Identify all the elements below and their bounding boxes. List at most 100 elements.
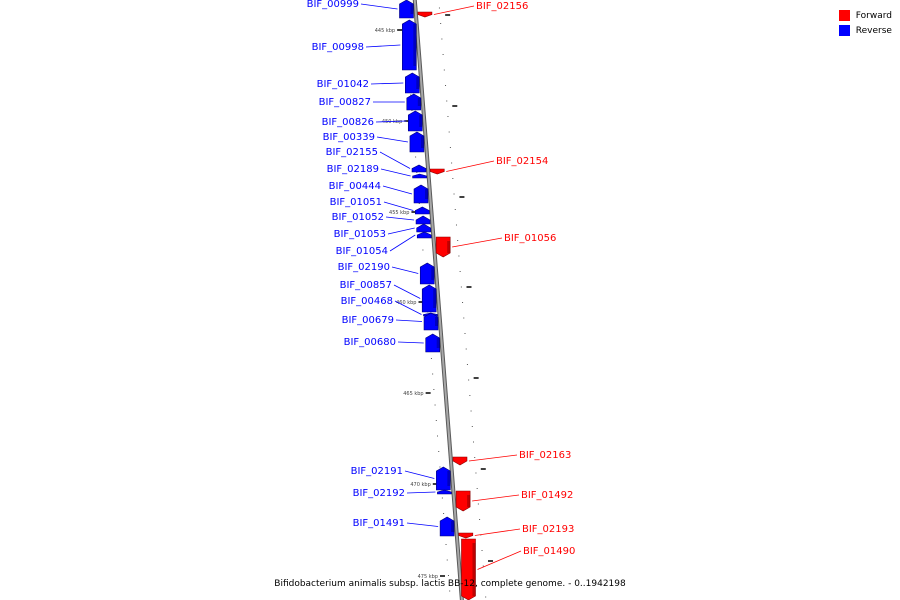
gene-label-bif_02190: BIF_02190 — [338, 262, 390, 273]
gene-bif_00999 — [399, 0, 414, 19]
gene-label-bif_01052: BIF_01052 — [332, 212, 384, 223]
gene-bif_02163 — [452, 456, 468, 466]
gene-label-bif_01042: BIF_01042 — [317, 79, 369, 90]
gene-leader-bif_01054 — [389, 234, 416, 252]
gene-bif_02154 — [429, 168, 445, 175]
gene-shade-bif_01490 — [472, 543, 476, 596]
gene-label-bif_01056: BIF_01056 — [504, 233, 556, 244]
gene-bif_00339 — [409, 131, 425, 153]
gene-leader-bif_01490 — [477, 550, 522, 570]
gene-shade-bif_01491 — [451, 521, 455, 532]
gene-leader-bif_00999 — [360, 3, 398, 10]
gene-shade-bif_00998 — [413, 24, 417, 66]
gene-leader-bif_02190 — [391, 266, 419, 274]
legend-item-forward: Forward — [838, 8, 892, 23]
gene-label-bif_02156: BIF_02156 — [476, 1, 528, 12]
legend-swatch-forward — [838, 10, 850, 21]
gene-bif_00998 — [402, 19, 417, 71]
gene-leader-bif_02156 — [433, 5, 475, 15]
gene-label-bif_00679: BIF_00679 — [342, 315, 394, 326]
gene-shade-bif_00999 — [410, 4, 414, 14]
gene-leader-bif_02155 — [379, 151, 411, 169]
gene-label-bif_00857: BIF_00857 — [340, 280, 392, 291]
gene-label-bif_00339: BIF_00339 — [323, 132, 375, 143]
gene-shade-bif_00680 — [436, 338, 440, 348]
gene-bif_02190 — [419, 262, 435, 285]
gene-leader-bif_02191 — [404, 470, 435, 479]
gene-bif_02155 — [411, 164, 427, 173]
genome-caption: Bifidobacterium animalis subsp. lactis B… — [274, 579, 626, 589]
gene-shade-bif_00827 — [417, 98, 421, 106]
gene-shade-bif_02190 — [431, 267, 435, 280]
gene-shade-bif_00857 — [433, 289, 437, 308]
gene-label-bif_00998: BIF_00998 — [312, 42, 364, 53]
gene-leader-bif_01042 — [370, 82, 404, 85]
gene-bif_02189 — [412, 173, 427, 179]
gene-leader-bif_02189 — [380, 168, 411, 177]
gene-bif_01051 — [415, 206, 430, 215]
gene-bif_00680 — [425, 333, 441, 353]
gene-shade-bif_00826 — [419, 115, 423, 127]
gene-label-bif_00680: BIF_00680 — [344, 337, 396, 348]
tick-label: 455 kbp — [389, 210, 409, 216]
gene-bif_01491 — [439, 516, 455, 537]
gene-leader-bif_00339 — [376, 136, 408, 143]
gene-label-bif_01051: BIF_01051 — [330, 197, 382, 208]
gene-label-bif_02189: BIF_02189 — [327, 164, 379, 175]
gene-shade-bif_02191 — [447, 471, 451, 486]
gene-shade-bif_00339 — [420, 136, 424, 148]
gene-leader-bif_00857 — [393, 284, 421, 299]
gene-bif_02192 — [437, 489, 452, 495]
gene-label-bif_01491: BIF_01491 — [353, 518, 405, 529]
tick-label: 475 kbp — [418, 574, 438, 580]
gene-bif_01490 — [461, 538, 476, 600]
tick-label: 450 kbp — [382, 119, 402, 125]
gene-label-bif_02191: BIF_02191 — [351, 466, 403, 477]
legend: Forward Reverse — [838, 8, 892, 38]
gene-label-bif_00826: BIF_00826 — [322, 117, 374, 128]
gene-leader-bif_00826 — [375, 120, 407, 123]
gene-label-bif_01492: BIF_01492 — [521, 490, 573, 501]
gene-leader-bif_00680 — [397, 341, 424, 344]
gene-leader-bif_01056 — [452, 237, 503, 248]
gene-label-bif_01490: BIF_01490 — [523, 546, 575, 557]
gene-bif_00857 — [421, 284, 437, 313]
gene-label-bif_01053: BIF_01053 — [334, 229, 386, 240]
tick-label: 445 kbp — [375, 28, 395, 34]
gene-shade-bif_01056 — [447, 241, 451, 253]
gene-bif_01056 — [435, 236, 451, 258]
gene-leader-bif_01491 — [406, 522, 439, 527]
gene-bif_00679 — [423, 312, 439, 331]
gene-bif_01042 — [405, 72, 420, 94]
gene-leader-bif_02193 — [474, 528, 521, 536]
gene-label-bif_02155: BIF_02155 — [326, 147, 378, 158]
gene-leader-bif_01492 — [472, 494, 520, 502]
gene-bif_00444 — [413, 184, 429, 204]
gene-bif_02193 — [458, 532, 474, 539]
gene-leader-bif_02154 — [446, 160, 495, 172]
gene-label-bif_02193: BIF_02193 — [522, 524, 574, 535]
tick-label: 470 kbp — [410, 482, 430, 488]
gene-leader-bif_02192 — [406, 491, 436, 494]
gene-label-bif_01054: BIF_01054 — [336, 246, 388, 257]
legend-label-reverse: Reverse — [855, 25, 892, 36]
gene-leader-bif_01052 — [385, 216, 415, 221]
legend-label-forward: Forward — [855, 10, 892, 21]
tick-label: 465 kbp — [403, 391, 423, 397]
gene-label-bif_00827: BIF_00827 — [319, 97, 371, 108]
gene-bif_01052 — [415, 215, 431, 225]
gene-label-bif_02163: BIF_02163 — [519, 450, 571, 461]
gene-leader-bif_02163 — [468, 454, 518, 462]
gene-label-bif_00999: BIF_00999 — [307, 0, 359, 10]
gene-leader-bif_00998 — [365, 44, 401, 48]
gene-bif_02191 — [436, 466, 451, 491]
genome-backbone — [413, 0, 463, 600]
gene-label-bif_00444: BIF_00444 — [329, 181, 381, 192]
gene-shade-bif_01492 — [467, 495, 471, 507]
gene-bif_01054 — [416, 231, 432, 239]
gene-bif_02156 — [417, 11, 433, 18]
gene-shade-bif_00679 — [435, 317, 439, 326]
legend-item-reverse: Reverse — [838, 23, 892, 38]
gene-shade-bif_01042 — [416, 77, 420, 89]
